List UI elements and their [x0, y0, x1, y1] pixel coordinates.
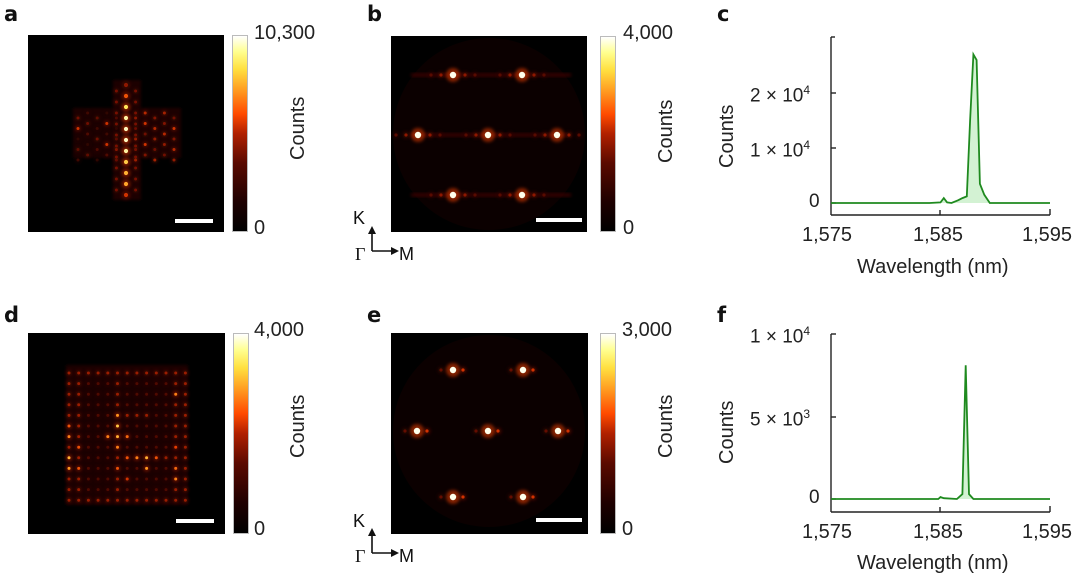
k-direction-label: K [353, 511, 366, 531]
x-tick-1585: 1,585 [913, 224, 964, 246]
lattice-spots-a [73, 80, 181, 200]
x-tick-1585: 1,585 [913, 521, 964, 543]
panel-label-b: b [367, 2, 383, 26]
x-axis-label-f: Wavelength (nm) [857, 552, 1009, 574]
panel-label-e: e [367, 303, 382, 327]
far-field-spots-e [393, 335, 585, 527]
real-space-image-a [28, 35, 224, 232]
y-tick-1e4: 1 × 104 [750, 138, 811, 162]
panel-label-c: c [717, 2, 730, 26]
x-tick-1575: 1,575 [802, 224, 853, 246]
axes-arrows-icon [368, 226, 399, 255]
y-tick-0: 0 [809, 487, 820, 508]
lattice-spots-d [65, 365, 189, 505]
x-tick-1595: 1,595 [1022, 224, 1073, 246]
colorbar-max-a: 10,300 [254, 22, 316, 44]
m-direction-label: M [399, 546, 414, 566]
axes-arrows-icon [368, 528, 399, 557]
colorbar-max-d: 4,000 [254, 319, 305, 341]
scale-bar [536, 218, 582, 222]
colorbar-min-d: 0 [254, 518, 266, 540]
m-direction-label: M [399, 244, 414, 264]
panel-label-d: d [4, 303, 20, 327]
scale-bar [175, 219, 213, 223]
k-direction-label: K [353, 208, 366, 228]
colorbar-min-e: 0 [622, 518, 634, 540]
colorbar-max-e: 3,000 [622, 319, 673, 341]
y-tick-2e4: 2 × 104 [750, 83, 811, 107]
y-axis-label-c: Counts [716, 104, 738, 168]
x-axis-label-c: Wavelength (nm) [857, 256, 1009, 278]
spectrum-plot-c [830, 36, 1051, 216]
momentum-space-image-e [391, 333, 588, 534]
y-tick-1e4: 1 × 104 [750, 324, 811, 348]
colorbar-min-a: 0 [254, 217, 266, 239]
y-tick-0: 0 [809, 191, 820, 212]
gamma-point-label: Γ [355, 546, 366, 566]
x-tick-1575: 1,575 [802, 521, 853, 543]
momentum-space-image-b [391, 36, 587, 232]
panel-label-a: a [4, 2, 19, 26]
colorbar-d [233, 333, 249, 534]
colorbar-min-b: 0 [623, 217, 635, 239]
y-tick-5e3: 5 × 103 [750, 407, 811, 431]
spectrum-plot-f [830, 333, 1051, 513]
scale-bar [176, 519, 214, 523]
real-space-image-d [28, 333, 225, 534]
gamma-point-label: Γ [355, 244, 366, 264]
far-field-spots-b [392, 38, 585, 230]
x-tick-1595: 1,595 [1022, 521, 1073, 543]
colorbar-b [600, 36, 616, 232]
y-axis-label-f: Counts [716, 400, 738, 464]
colorbar-e [600, 333, 616, 534]
panel-label-f: f [717, 303, 727, 327]
colorbar-max-b: 4,000 [623, 22, 674, 44]
scale-bar [536, 518, 582, 522]
colorbar-a [232, 35, 248, 232]
